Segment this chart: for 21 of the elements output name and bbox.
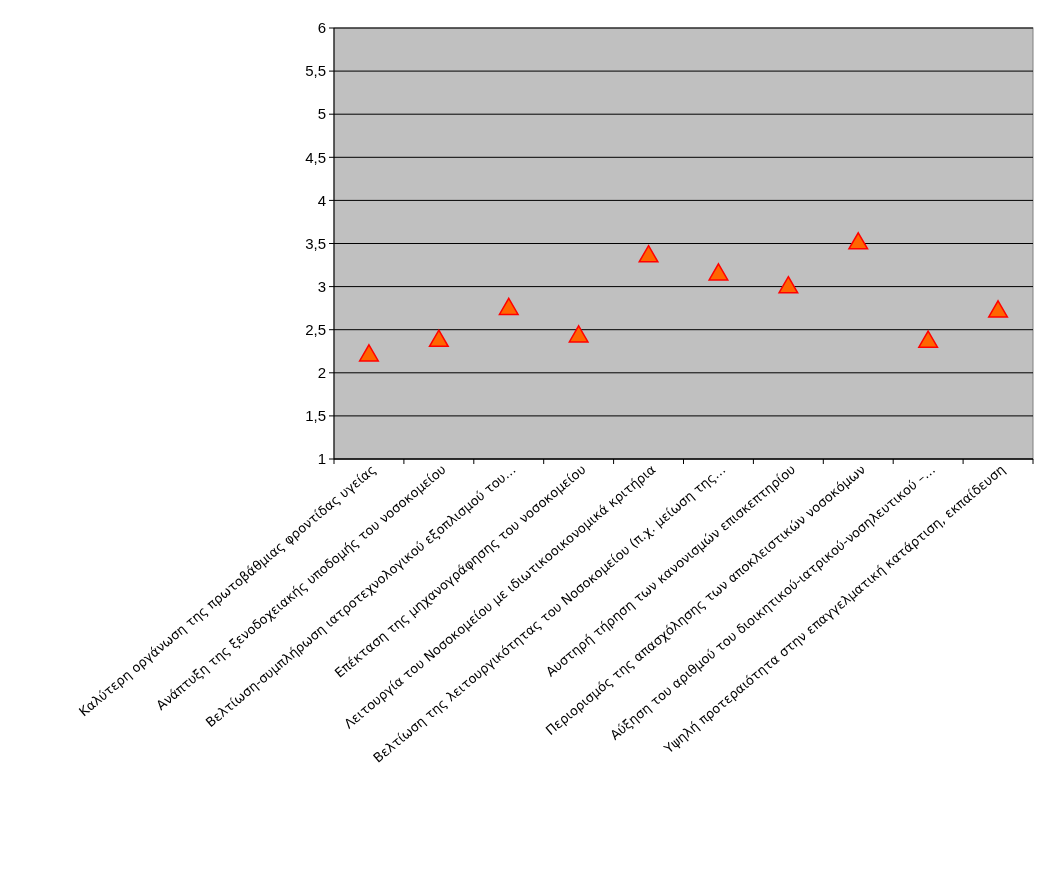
y-tick-label: 2 — [317, 364, 326, 382]
y-tick-label: 1,5 — [305, 407, 326, 425]
point — [918, 330, 939, 348]
point — [848, 232, 869, 250]
y-tick-label: 4,5 — [305, 148, 326, 166]
y-tick-label: 3,5 — [305, 234, 326, 252]
point — [708, 263, 729, 281]
point — [358, 344, 380, 362]
point — [638, 244, 659, 263]
point — [428, 329, 449, 348]
y-tick-label: 5,5 — [305, 62, 326, 80]
point — [568, 325, 589, 343]
point — [778, 275, 799, 294]
y-tick-label: 1 — [317, 450, 326, 468]
y-tick-label: 3 — [317, 277, 326, 295]
y-tick-label: 6 — [317, 19, 326, 37]
y-tick-label: 4 — [317, 191, 326, 209]
y-tick-label: 2,5 — [305, 320, 326, 338]
point — [498, 297, 519, 316]
y-tick-label: 5 — [317, 105, 326, 123]
point — [987, 300, 1009, 318]
